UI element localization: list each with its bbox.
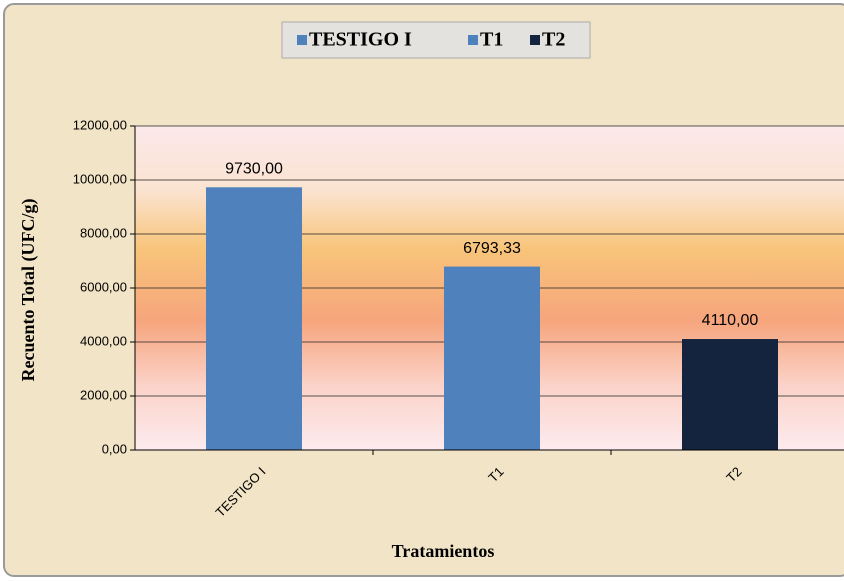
x-axis-title: Tratamientos <box>392 541 495 561</box>
y-tick-label: 12000,00 <box>73 117 127 132</box>
y-tick-label: 8000,00 <box>80 225 127 240</box>
bar <box>206 187 302 451</box>
y-tick-label: 0,00 <box>102 441 127 456</box>
legend-swatch <box>297 35 307 45</box>
y-tick-label: 4000,00 <box>80 333 127 348</box>
legend-swatch <box>468 35 478 45</box>
data-label: 6793,33 <box>463 240 521 257</box>
legend-label: TESTIGO I <box>309 29 412 51</box>
legend-label: T1 <box>480 29 503 51</box>
data-label: 4110,00 <box>702 312 759 329</box>
y-tick-label: 6000,00 <box>80 279 127 294</box>
y-axis-title: Recuento Total (UFC/g) <box>18 199 39 382</box>
legend-label: T2 <box>542 29 565 51</box>
data-label: 9730,00 <box>225 161 283 178</box>
bar <box>682 339 778 450</box>
y-tick-label: 10000,00 <box>73 171 127 186</box>
legend-swatch <box>530 35 540 45</box>
y-tick-label: 2000,00 <box>80 387 127 402</box>
bar <box>444 266 540 450</box>
